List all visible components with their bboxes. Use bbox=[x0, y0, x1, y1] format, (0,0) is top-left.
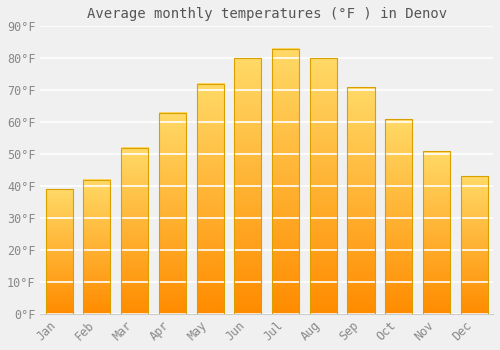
Bar bbox=[460, 176, 488, 314]
Bar bbox=[84, 180, 110, 314]
Title: Average monthly temperatures (°F ) in Denov: Average monthly temperatures (°F ) in De… bbox=[86, 7, 446, 21]
Bar bbox=[348, 87, 374, 314]
Bar bbox=[385, 119, 412, 314]
Bar bbox=[46, 189, 73, 314]
Bar bbox=[272, 49, 299, 314]
Bar bbox=[234, 58, 262, 314]
Bar bbox=[159, 113, 186, 314]
Bar bbox=[121, 148, 148, 314]
Bar bbox=[423, 151, 450, 314]
Bar bbox=[196, 84, 224, 314]
Bar bbox=[310, 58, 337, 314]
